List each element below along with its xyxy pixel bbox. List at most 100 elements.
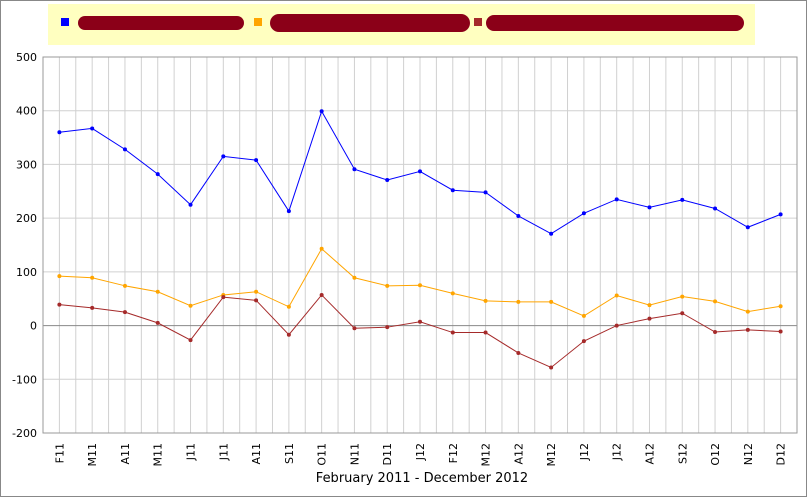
point (188, 338, 193, 343)
x-tick-label: M11 (86, 443, 99, 467)
point (680, 294, 685, 299)
point (319, 292, 324, 297)
point (286, 209, 291, 214)
point (352, 326, 357, 331)
point (745, 309, 750, 314)
point (647, 316, 652, 321)
point (385, 283, 390, 288)
x-tick-label: J12 (578, 443, 591, 461)
point (385, 178, 390, 183)
point (778, 212, 783, 217)
point (90, 126, 95, 131)
point (549, 299, 554, 304)
point (418, 319, 422, 324)
plot-border (42, 56, 798, 434)
y-tick-label: 200 (16, 212, 37, 225)
x-tick-label: M12 (545, 443, 558, 467)
y-tick-label: -100 (12, 373, 37, 386)
y-tick-label: 100 (16, 266, 37, 279)
point (122, 283, 127, 288)
x-tick-label: A11 (250, 443, 263, 465)
point (680, 311, 685, 316)
point (254, 158, 259, 163)
point (352, 167, 357, 172)
legend-swatch (254, 18, 262, 26)
point (286, 332, 291, 337)
x-tick-label: F11 (53, 443, 66, 463)
point (713, 299, 718, 304)
x-tick-label: S11 (283, 443, 296, 464)
point (483, 330, 488, 335)
point (680, 197, 685, 202)
point (385, 325, 390, 330)
point (516, 299, 521, 304)
point (581, 313, 586, 318)
point (450, 291, 455, 296)
x-tick-label: S12 (676, 443, 689, 464)
point (221, 154, 226, 159)
point (254, 289, 259, 294)
point (155, 172, 160, 177)
point (549, 231, 554, 236)
x-tick-label: J12 (611, 443, 624, 461)
legend-swatch (474, 18, 482, 26)
y-tick-label: 400 (16, 105, 37, 118)
x-tick-label: J11 (185, 443, 198, 461)
point (90, 305, 95, 310)
x-tick-label: O12 (709, 443, 722, 466)
x-tick-label: D11 (381, 443, 394, 465)
point (614, 197, 619, 202)
point (319, 246, 324, 251)
redaction (486, 15, 744, 31)
point (647, 303, 652, 308)
x-tick-label: A12 (512, 443, 525, 465)
y-tick-label: 300 (16, 158, 37, 171)
point (450, 188, 455, 193)
point (57, 302, 62, 307)
point (745, 225, 750, 230)
redaction (78, 16, 244, 30)
point (418, 169, 422, 174)
point (778, 304, 783, 309)
x-tick-label: F12 (447, 443, 460, 463)
x-tick-label: J11 (217, 443, 230, 461)
x-tick-label: M12 (480, 443, 493, 467)
y-tick-label: -200 (12, 427, 37, 440)
point (516, 350, 521, 355)
x-tick-label: N12 (742, 443, 755, 465)
point (581, 211, 586, 216)
point (57, 274, 62, 279)
point (254, 298, 259, 303)
point (483, 298, 488, 303)
point (188, 303, 193, 308)
point (57, 130, 62, 135)
point (581, 339, 586, 344)
x-tick-label: N11 (348, 443, 361, 465)
point (221, 295, 226, 300)
x-tick-label: D12 (775, 443, 788, 465)
y-tick-label: 500 (16, 51, 37, 64)
point (155, 289, 160, 294)
y-tick-label: 0 (30, 320, 37, 333)
point (713, 206, 718, 211)
point (549, 365, 554, 370)
point (614, 293, 619, 298)
point (614, 323, 619, 328)
point (155, 320, 160, 325)
point (450, 330, 455, 335)
x-tick-label: M11 (152, 443, 165, 467)
x-tick-label: A11 (119, 443, 132, 465)
point (286, 304, 291, 309)
point (745, 327, 750, 332)
point (188, 202, 193, 207)
point (122, 147, 127, 152)
point (647, 205, 652, 210)
point (122, 310, 127, 315)
point (352, 275, 357, 280)
x-axis-title: February 2011 - December 2012 (316, 471, 528, 486)
point (483, 190, 488, 195)
x-tick-label: J12 (414, 443, 427, 461)
point (90, 275, 95, 280)
